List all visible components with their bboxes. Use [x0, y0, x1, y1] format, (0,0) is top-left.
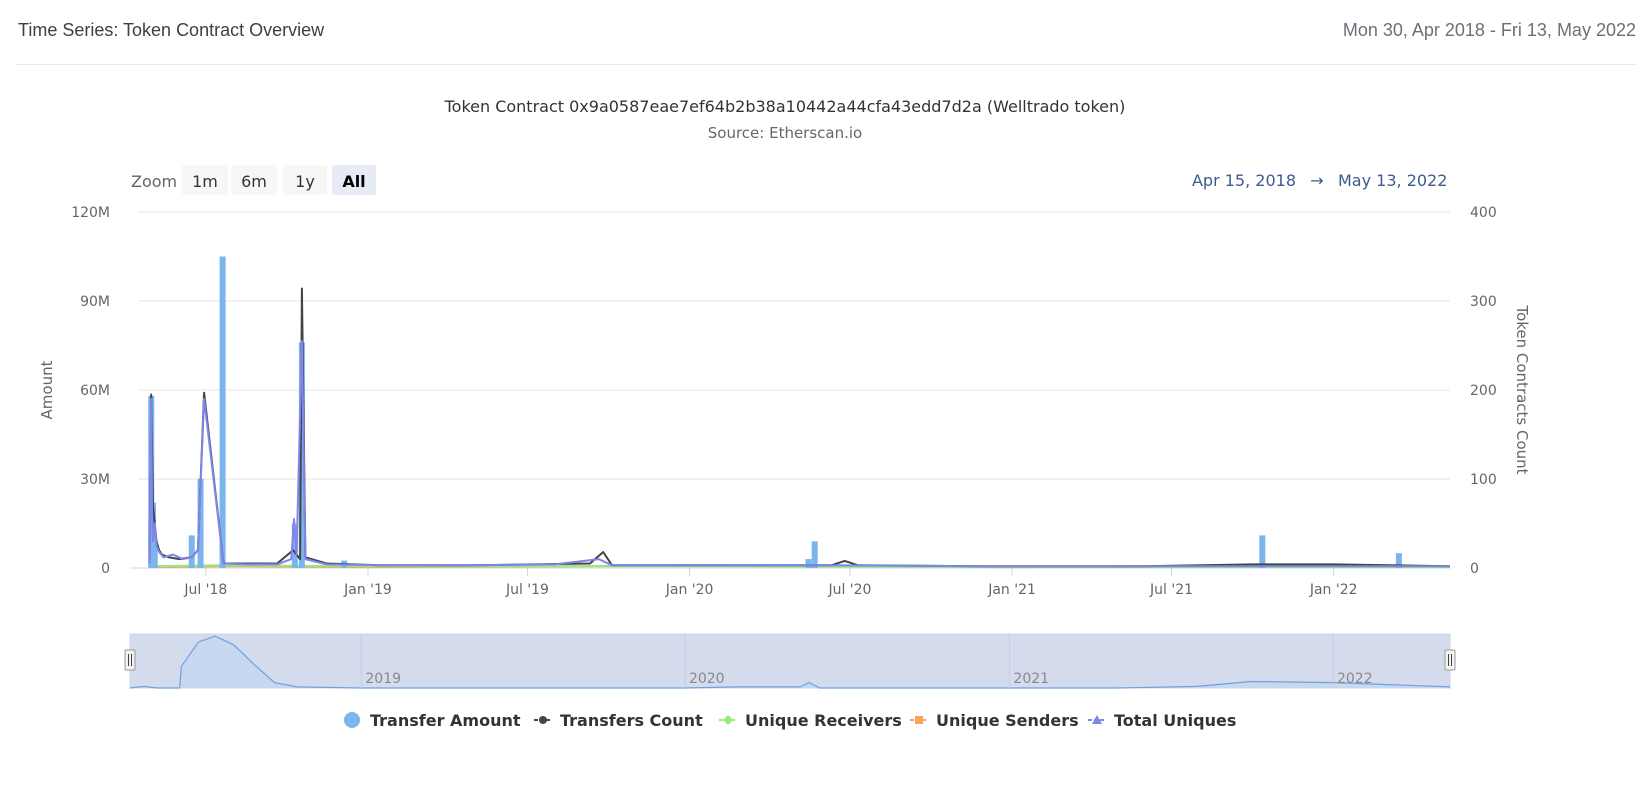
- range-from-date[interactable]: Apr 15, 2018: [1192, 171, 1296, 190]
- legend-item-total-uniques[interactable]: Total Uniques: [1088, 711, 1236, 730]
- legend-marker: [723, 715, 733, 725]
- time-series-chart: Token Contract 0x9a0587eae7ef64b2b38a104…: [38, 97, 1531, 730]
- y-left-tick-label: 120M: [71, 205, 110, 221]
- bar[interactable]: [188, 535, 195, 568]
- navigator-year-label: 2019: [365, 671, 401, 687]
- legend-label: Total Uniques: [1114, 711, 1236, 730]
- y-right-tick-label: 300: [1470, 294, 1497, 310]
- legend-item-unique-senders[interactable]: Unique Senders: [910, 711, 1079, 730]
- bar[interactable]: [298, 342, 305, 568]
- bar[interactable]: [1395, 553, 1402, 568]
- y-right-tick-label: 400: [1470, 205, 1497, 221]
- navigator[interactable]: 2019 2020 2021 2022: [124, 633, 1456, 689]
- range-selector: Zoom 1m 6m 1y All Apr 15, 2018 → May 13, 20…: [131, 165, 1447, 195]
- series-transfer-amount: [148, 256, 1402, 569]
- bar[interactable]: [219, 256, 226, 569]
- y-left-tick-label: 60M: [80, 383, 110, 399]
- navigator-year-label: 2022: [1337, 671, 1373, 687]
- y-axis-right-title: Token Contracts Count: [1513, 304, 1531, 474]
- y-right-tick-label: 200: [1470, 383, 1497, 399]
- x-tick-label: Jan '19: [343, 582, 392, 598]
- bar[interactable]: [1259, 535, 1266, 568]
- legend-item-transfers-count[interactable]: Transfers Count: [534, 711, 703, 730]
- header-date-range: Mon 30, Apr 2018 - Fri 13, May 2022: [1342, 20, 1636, 40]
- y-left-tick-label: 30M: [80, 472, 110, 488]
- zoom-buttons: 1m 6m 1y All: [182, 165, 376, 195]
- x-tick-label: Jul '20: [827, 582, 871, 598]
- series-line[interactable]: [148, 340, 1451, 568]
- bar[interactable]: [197, 479, 204, 568]
- legend-item-unique-receivers[interactable]: Unique Receivers: [719, 711, 902, 730]
- zoom-label: Zoom: [131, 172, 177, 191]
- zoom-button-1m[interactable]: 1m: [182, 165, 228, 195]
- series-total-uniques: [148, 340, 1451, 568]
- zoom-button-6m[interactable]: 6m: [231, 165, 277, 195]
- gridlines: [138, 211, 1450, 569]
- card-header: Time Series: Token Contract Overview Mon…: [16, 0, 1636, 65]
- y-axis-right: 0 100 200 300 400: [1470, 205, 1497, 577]
- navigator-year-label: 2020: [689, 671, 725, 687]
- chart-subtitle: Source: Etherscan.io: [708, 124, 862, 142]
- series-layer: [148, 256, 1451, 569]
- x-tick-label: Jul '21: [1149, 582, 1193, 598]
- navigator-year-label: 2021: [1013, 671, 1049, 687]
- legend-label: Unique Senders: [936, 711, 1079, 730]
- legend-marker: [344, 712, 360, 728]
- legend-marker: [915, 716, 923, 724]
- y-left-tick-label: 90M: [80, 294, 110, 310]
- bar[interactable]: [805, 559, 812, 568]
- y-right-tick-label: 100: [1470, 472, 1497, 488]
- y-left-tick-label: 0: [101, 561, 110, 577]
- card-title: Time Series: Token Contract Overview: [18, 20, 325, 40]
- y-right-tick-label: 0: [1470, 561, 1479, 577]
- navigator-line: [129, 635, 1451, 689]
- zoom-button-All[interactable]: All: [332, 165, 376, 195]
- x-tick-label: Jan '21: [987, 582, 1036, 598]
- series-line[interactable]: [148, 287, 1451, 568]
- legend: Transfer Amount Transfers Count Unique Rec…: [344, 711, 1236, 730]
- legend-marker: [1092, 715, 1102, 724]
- y-axis-left: 0 30M 60M 90M 120M: [71, 205, 110, 577]
- legend-label: Transfers Count: [560, 711, 703, 730]
- x-axis: Jul '18 Jan '19 Jul '19 Jan '20 Jul '20 Jan '…: [130, 567, 1450, 598]
- legend-label: Transfer Amount: [370, 711, 521, 730]
- chart-title: Token Contract 0x9a0587eae7ef64b2b38a104…: [444, 97, 1126, 116]
- range-arrow: →: [1310, 171, 1323, 190]
- x-tick-label: Jul '18: [183, 582, 227, 598]
- navigator-handle-right[interactable]: [1444, 649, 1456, 671]
- series-transfers-count: [148, 287, 1451, 568]
- legend-marker: [539, 716, 547, 724]
- bar[interactable]: [811, 541, 818, 568]
- navigator-handle-left[interactable]: [124, 649, 136, 671]
- zoom-button-1y[interactable]: 1y: [283, 165, 327, 195]
- range-to-date[interactable]: May 13, 2022: [1338, 171, 1447, 190]
- bar[interactable]: [291, 523, 298, 569]
- x-tick-label: Jan '20: [665, 582, 714, 598]
- legend-label: Unique Receivers: [745, 711, 902, 730]
- x-tick-label: Jul '19: [505, 582, 549, 598]
- bar[interactable]: [151, 541, 158, 568]
- y-axis-left-title: Amount: [38, 360, 56, 419]
- legend-item-transfer-amount[interactable]: Transfer Amount: [344, 711, 521, 730]
- x-tick-label: Jan '22: [1309, 582, 1358, 598]
- navigator-mask: [129, 633, 1451, 689]
